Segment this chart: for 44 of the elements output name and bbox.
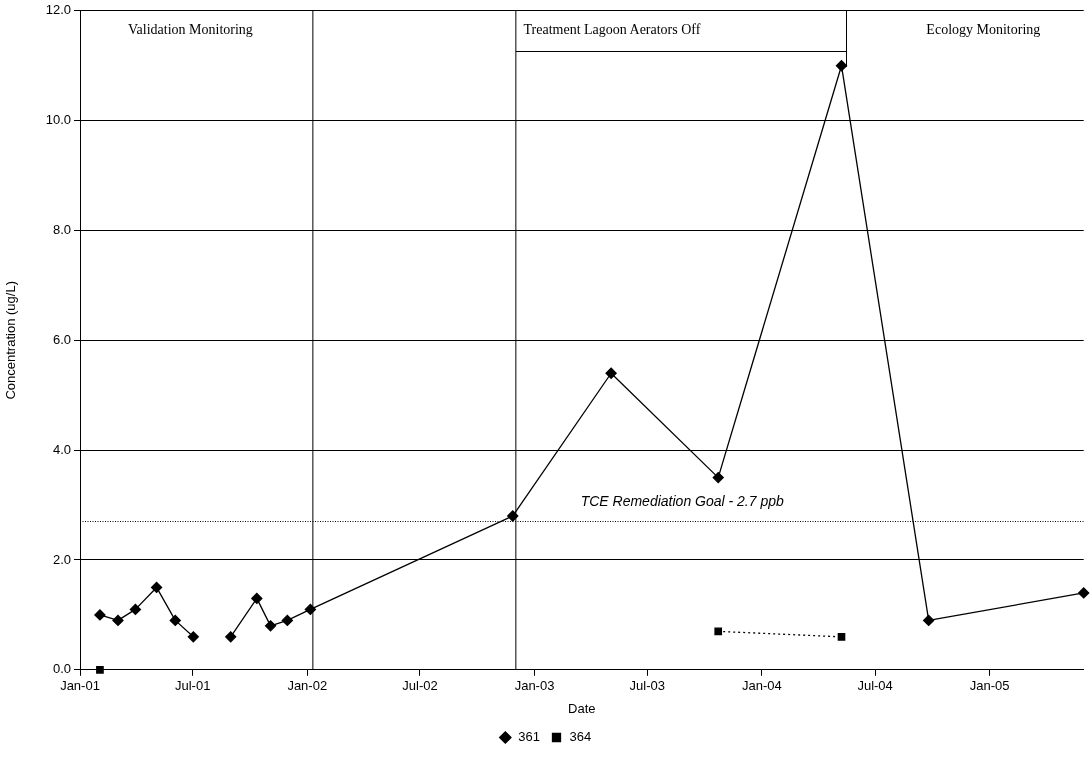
point	[1078, 587, 1090, 599]
legend-label: 361	[518, 729, 541, 745]
point	[923, 614, 935, 627]
point	[605, 367, 617, 379]
x-tick-label: Jan-01	[60, 678, 100, 694]
y-tick-label: 6.0	[52, 331, 71, 347]
x-axis-title: Date	[568, 700, 596, 716]
y-tick-label: 10.0	[45, 112, 71, 128]
annotation: Treatment Lagoon Aerators Off	[523, 22, 701, 38]
x-tick-label: Jul-01	[174, 678, 211, 694]
y-tick-label: 4.0	[52, 441, 71, 457]
point	[94, 609, 106, 621]
point	[251, 592, 263, 605]
point	[150, 581, 163, 594]
y-tick-label: 2.0	[52, 551, 71, 567]
point	[264, 620, 277, 632]
annotation: Validation Monitoring	[127, 22, 253, 38]
point	[112, 614, 124, 627]
x-tick-label: Jan-05	[969, 678, 1010, 694]
ref-line-label: TCE Remediation Goal - 2.7 ppb	[580, 493, 784, 510]
legend-label: 364	[569, 729, 592, 745]
x-tick-label: Jul-03	[629, 678, 665, 694]
point	[225, 631, 237, 643]
point	[837, 633, 846, 641]
y-tick-label: 8.0	[52, 222, 71, 238]
point	[714, 627, 723, 636]
x-tick-label: Jul-04	[857, 678, 893, 694]
x-tick-label: Jul-02	[402, 678, 438, 694]
point	[281, 614, 293, 627]
y-axis-title: Concentration (ug/L)	[3, 281, 19, 400]
point	[129, 603, 142, 616]
y-tick-label: 12.0	[45, 2, 71, 18]
point	[169, 614, 181, 627]
point	[712, 471, 724, 484]
y-tick-label: 0.0	[52, 661, 71, 677]
x-tick-label: Jan-03	[514, 678, 555, 694]
x-tick-label: Jan-02	[287, 678, 328, 694]
point	[96, 665, 104, 674]
x-tick-label: Jan-04	[741, 678, 782, 694]
point	[187, 631, 199, 643]
annotation: Ecology Monitoring	[926, 22, 1041, 38]
point	[835, 60, 848, 72]
point	[507, 510, 519, 522]
point	[304, 603, 317, 616]
